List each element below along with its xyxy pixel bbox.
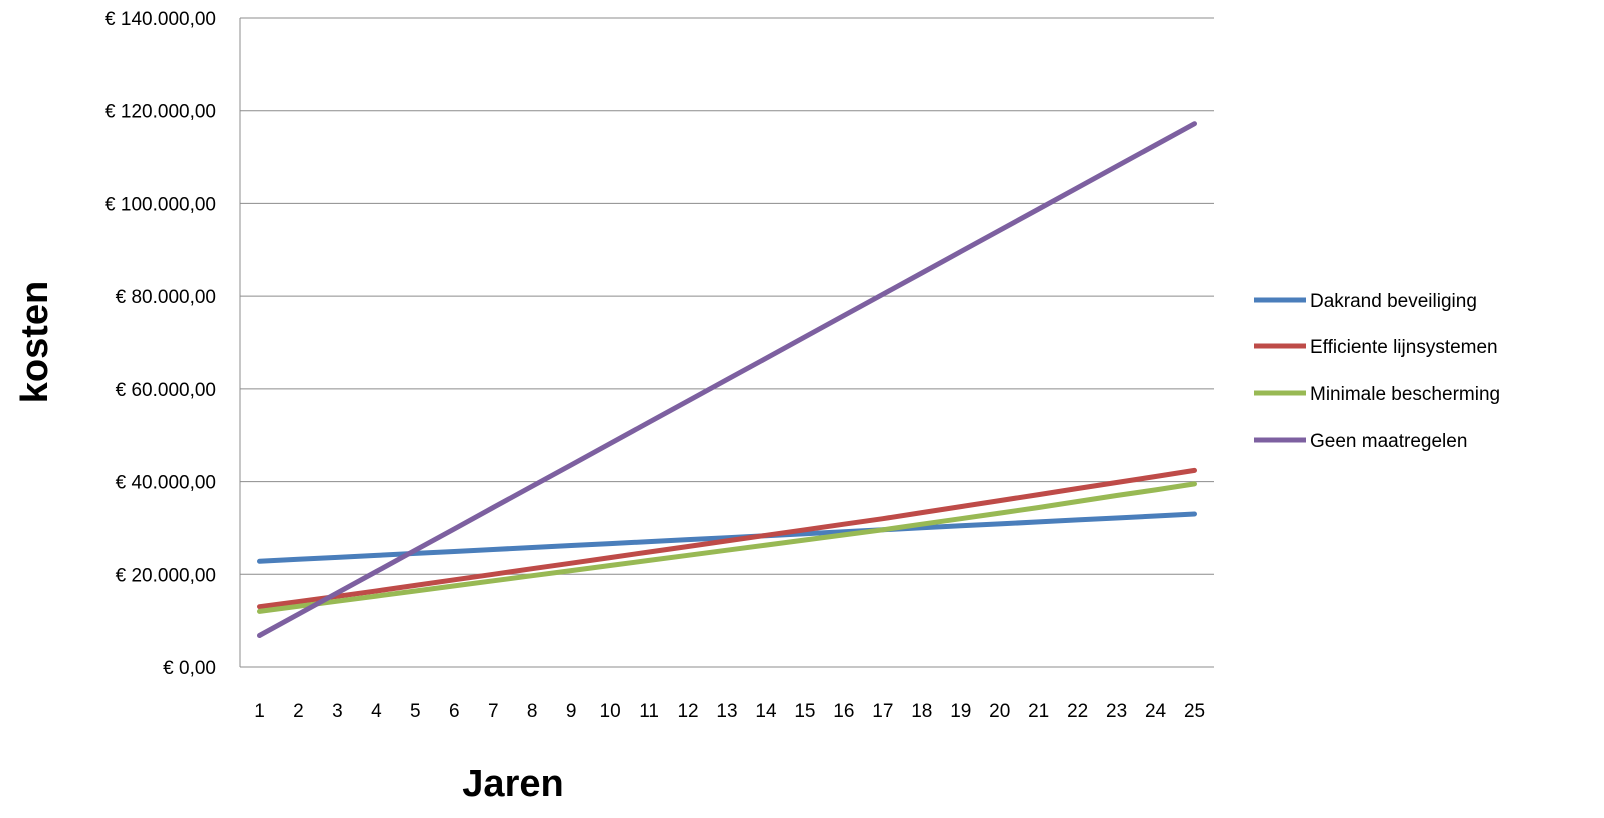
x-tick-label: 23 (1106, 701, 1127, 722)
legend-label-3: Minimale bescherming (1310, 384, 1500, 405)
y-tick-label: € 100.000,00 (105, 194, 216, 215)
x-tick-label: 13 (716, 701, 737, 722)
y-tick-label: € 20.000,00 (116, 565, 216, 586)
x-tick-label: 3 (332, 701, 343, 722)
y-axis-title: kosten (14, 281, 56, 403)
series-lines (257, 121, 1197, 638)
series-line-4 (257, 121, 1197, 638)
x-tick-label: 6 (449, 701, 460, 722)
x-tick-label: 22 (1067, 701, 1088, 722)
legend-label-2: Efficiente lijnsystemen (1310, 337, 1498, 358)
legend-label-1: Dakrand beveiliging (1310, 291, 1477, 312)
y-tick-label: € 40.000,00 (116, 473, 216, 494)
x-tick-label: 14 (755, 701, 777, 722)
x-tick-label: 8 (527, 701, 538, 722)
y-axis-tick-labels: € 0,00 € 20.000,00 € 40.000,00 € 60.000,00 €… (105, 9, 216, 679)
x-tick-label: 15 (794, 701, 815, 722)
x-tick-label: 18 (911, 701, 932, 722)
x-tick-label: 19 (950, 701, 971, 722)
x-tick-label: 20 (989, 701, 1010, 722)
y-tick-label: € 0,00 (163, 658, 216, 679)
x-axis-tick-labels: 1 2 3 4 5 6 7 8 9 10 11 12 13 14 15 16 17 18 19 20 21 22 23 24 2… (254, 701, 1205, 722)
x-tick-label: 5 (410, 701, 421, 722)
x-axis-title: Jaren (462, 763, 563, 805)
x-tick-label: 24 (1145, 701, 1167, 722)
y-tick-label: € 80.000,00 (116, 287, 216, 308)
x-tick-label: 9 (566, 701, 577, 722)
x-tick-label: 7 (488, 701, 499, 722)
x-tick-label: 12 (677, 701, 698, 722)
y-tick-label: € 60.000,00 (116, 380, 216, 401)
x-tick-label: 17 (872, 701, 893, 722)
legend: Dakrand beveiliging Efficiente lijnsystem… (1254, 291, 1500, 452)
x-tick-label: 11 (639, 701, 659, 722)
x-tick-label: 10 (600, 701, 621, 722)
series-line-1 (257, 511, 1197, 564)
x-tick-label: 25 (1184, 701, 1205, 722)
gridlines (239, 17, 1214, 668)
legend-label-4: Geen maatregelen (1310, 431, 1467, 452)
x-tick-label: 2 (293, 701, 304, 722)
x-tick-label: 1 (254, 701, 265, 722)
y-tick-label: € 120.000,00 (105, 102, 216, 123)
x-tick-label: 21 (1028, 701, 1049, 722)
x-tick-label: 4 (371, 701, 382, 722)
y-tick-label: € 140.000,00 (105, 9, 216, 30)
x-tick-label: 16 (833, 701, 854, 722)
series-line-3 (257, 481, 1197, 614)
series-line-2 (257, 467, 1197, 610)
